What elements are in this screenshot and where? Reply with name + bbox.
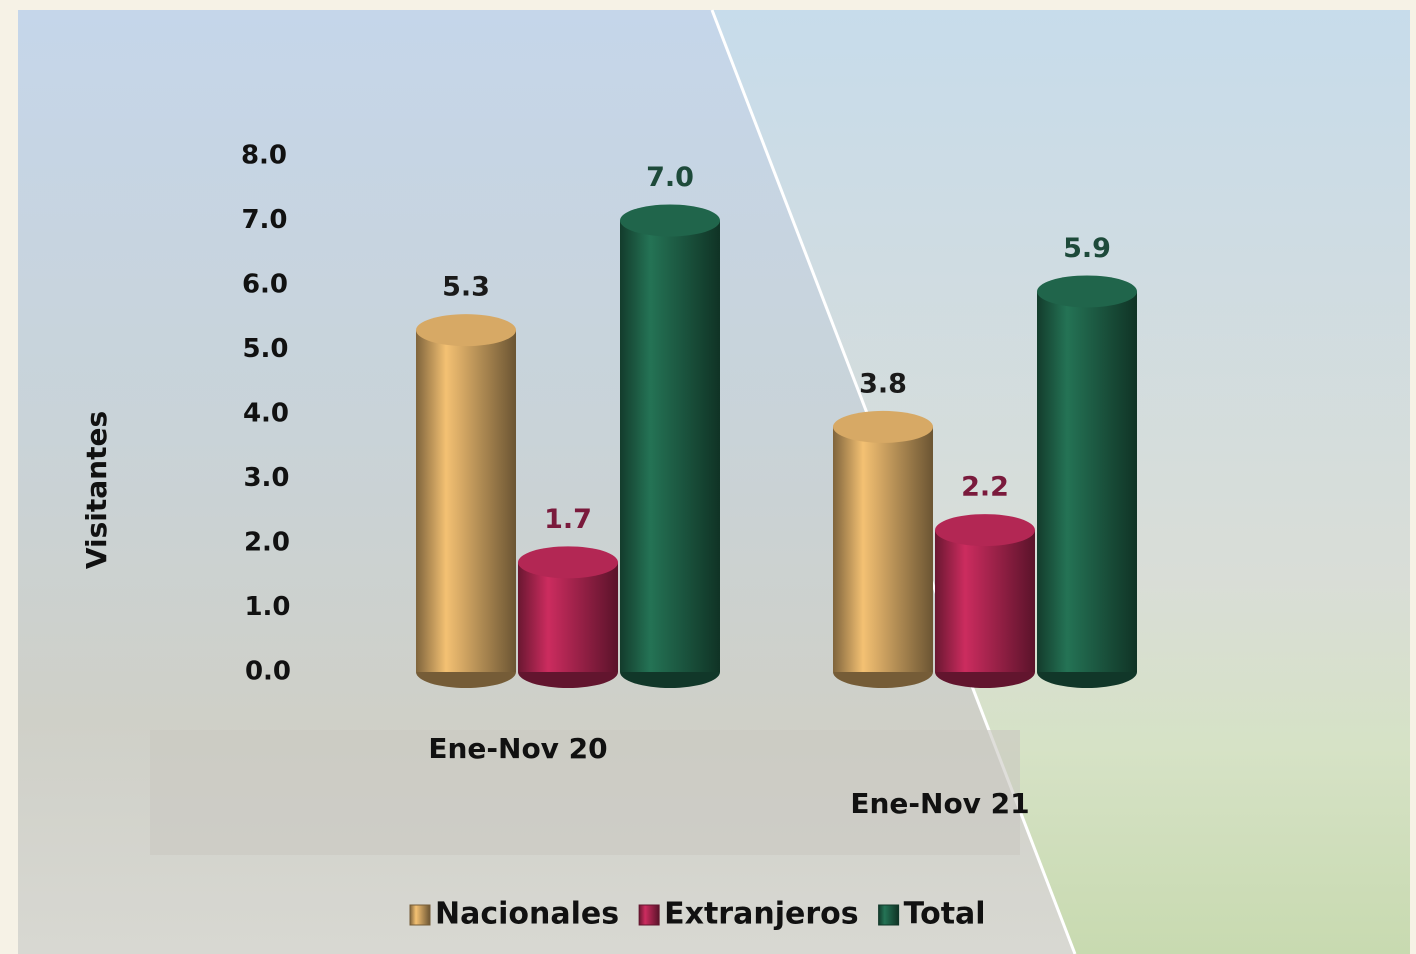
bar-top: [620, 205, 720, 237]
value-label: 1.7: [544, 504, 592, 535]
bar: [935, 530, 1035, 672]
legend-label: Total: [904, 897, 986, 932]
y-tick-label: 4.0: [243, 399, 289, 429]
legend-label: Extranjeros: [664, 897, 858, 932]
y-axis-label: Visitantes: [80, 411, 113, 569]
y-tick-label: 8.0: [241, 141, 287, 171]
x-tick-label: Ene-Nov 21: [850, 787, 1029, 820]
bar: [1037, 291, 1137, 672]
bar: [620, 221, 720, 673]
legend-swatch: [639, 905, 659, 925]
y-tick-label: 6.0: [242, 270, 288, 300]
bar-top: [833, 411, 933, 443]
bar-top: [935, 514, 1035, 546]
y-tick-label: 1.0: [244, 592, 290, 622]
bar: [518, 562, 618, 672]
legend-swatch: [410, 905, 430, 925]
y-tick-label: 5.0: [242, 334, 288, 364]
value-label: 7.0: [646, 162, 694, 193]
bar: [416, 330, 516, 672]
bar-top: [416, 314, 516, 346]
value-label: 3.8: [859, 368, 907, 399]
legend-swatch: [879, 905, 899, 925]
legend-label: Nacionales: [435, 897, 619, 932]
value-label: 2.2: [961, 472, 1009, 503]
y-tick-label: 2.0: [244, 528, 290, 558]
value-label: 5.9: [1063, 233, 1111, 264]
y-tick-label: 0.0: [245, 657, 291, 687]
bar: [833, 427, 933, 672]
bar-top: [518, 546, 618, 578]
y-tick-label: 3.0: [243, 463, 289, 493]
y-tick-label: 7.0: [241, 205, 287, 235]
chart: Visitantes 0.0 1.0 2.0 3.0 4.0 5.0 6.0 7.0 8.0 En…: [0, 0, 1416, 954]
value-label: 5.3: [442, 272, 490, 303]
bar-top: [1037, 275, 1137, 307]
x-tick-label: Ene-Nov 20: [428, 732, 607, 765]
